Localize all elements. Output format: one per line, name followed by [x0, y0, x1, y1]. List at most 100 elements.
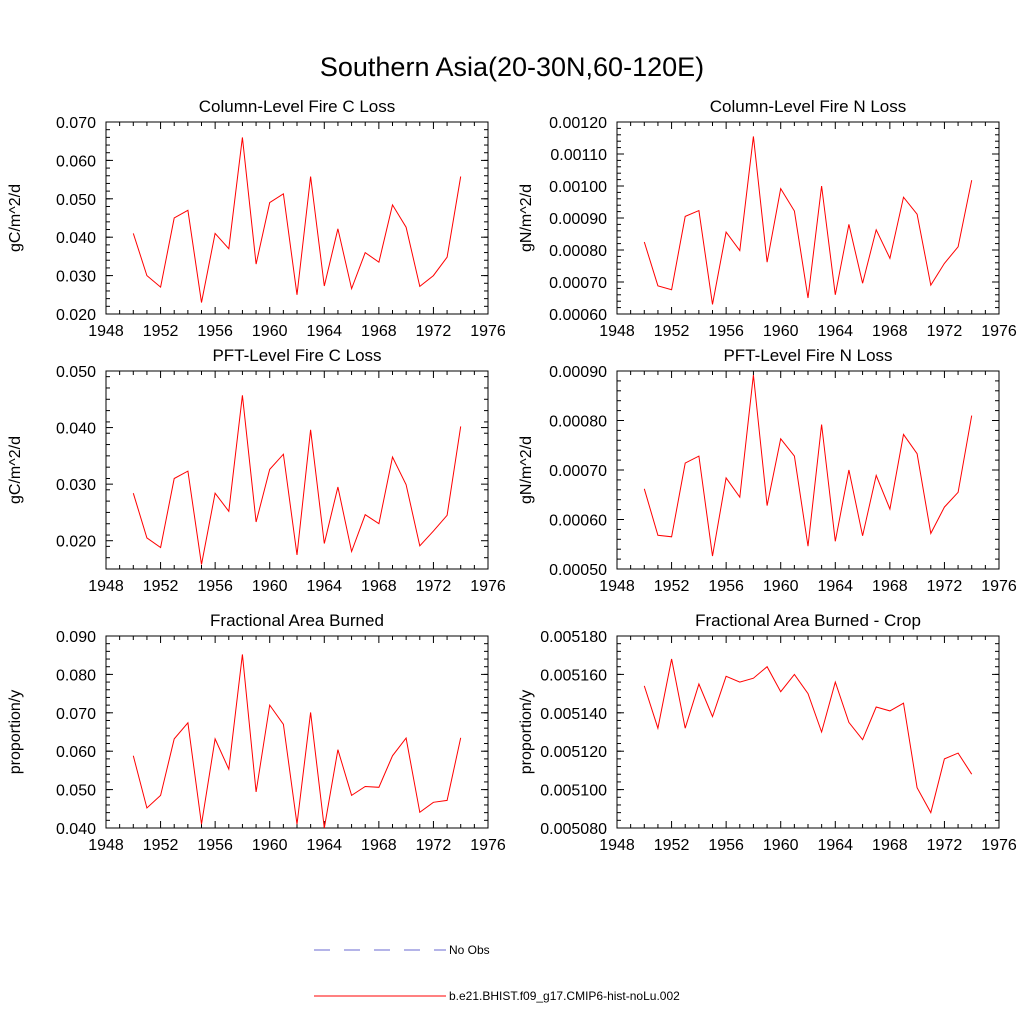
x-tick-label: 1976	[981, 323, 1017, 340]
y-tick-label: 0.005100	[540, 783, 607, 800]
x-tick-label: 1952	[654, 837, 690, 854]
y-tick-label: 0.030	[56, 269, 96, 286]
x-tick-label: 1964	[306, 578, 342, 595]
y-tick-label: 0.050	[56, 783, 96, 800]
series-line-0	[132, 654, 462, 829]
plot-frame	[105, 121, 489, 315]
x-tick-label: 1960	[763, 578, 799, 595]
y-tick-label: 0.070	[56, 115, 96, 132]
y-tick-label: 0.00070	[549, 275, 607, 292]
y-tick-label: 0.040	[56, 821, 96, 838]
x-tick-label: 1976	[470, 323, 506, 340]
chart-panel-0: 1948 1952 1956 1960 1964 1968 1972 1976 0.020 0.0…	[7, 97, 506, 340]
x-tick-label: 1952	[143, 323, 179, 340]
x-tick-label: 1948	[88, 837, 124, 854]
y-tick-label: 0.00120	[549, 115, 607, 132]
y-tick-label: 0.090	[56, 629, 96, 646]
y-tick-label: 0.060	[56, 153, 96, 170]
y-axis-label: proportion/y	[518, 690, 535, 775]
x-tick-label: 1972	[416, 578, 452, 595]
x-tick-label: 1964	[817, 578, 853, 595]
x-tick-label: 1964	[817, 323, 853, 340]
x-tick-label: 1960	[252, 578, 288, 595]
chart-panel-1: 1948 1952 1956 1960 1964 1968 1972 1976 0.00060 0…	[518, 97, 1017, 340]
x-tick-label: 1960	[252, 323, 288, 340]
y-axis-label: proportion/y	[7, 690, 24, 775]
x-tick-label: 1948	[88, 578, 124, 595]
legend-label-model: b.e21.BHIST.f09_g17.CMIP6-hist-noLu.002	[449, 989, 680, 1003]
x-tick-label: 1968	[872, 837, 908, 854]
x-tick-label: 1960	[763, 837, 799, 854]
x-tick-label: 1968	[361, 578, 397, 595]
legend-label-no-obs: No Obs	[449, 943, 490, 957]
x-tick-label: 1948	[88, 323, 124, 340]
panel-title: Column-Level Fire C Loss	[199, 97, 396, 116]
chart-panel-5: 1948 1952 1956 1960 1964 1968 1972 1976 0.005080…	[518, 611, 1017, 854]
y-tick-label: 0.005160	[540, 667, 607, 684]
figure-title: Southern Asia(20-30N,60-120E)	[320, 52, 704, 82]
y-tick-label: 0.00070	[549, 463, 607, 480]
plot-frame	[616, 635, 1000, 829]
series-line-0	[643, 658, 973, 814]
x-tick-label: 1956	[708, 837, 744, 854]
x-tick-label: 1964	[306, 837, 342, 854]
y-tick-label: 0.00100	[549, 179, 607, 196]
x-tick-label: 1976	[981, 578, 1017, 595]
x-tick-label: 1948	[599, 837, 635, 854]
x-tick-label: 1952	[143, 837, 179, 854]
y-tick-label: 0.080	[56, 667, 96, 684]
panel-title: PFT-Level Fire C Loss	[212, 346, 381, 365]
x-tick-label: 1964	[306, 323, 342, 340]
panel-title: Fractional Area Burned	[210, 611, 384, 630]
x-tick-label: 1956	[197, 578, 233, 595]
legend: No Obs b.e21.BHIST.f09_g17.CMIP6-hist-no…	[314, 943, 680, 1003]
panel-title: Fractional Area Burned - Crop	[695, 611, 921, 630]
x-tick-label: 1976	[470, 578, 506, 595]
x-tick-label: 1948	[599, 323, 635, 340]
x-tick-label: 1968	[361, 323, 397, 340]
y-axis-label: gN/m^2/d	[518, 184, 535, 252]
x-tick-label: 1956	[197, 837, 233, 854]
series-line-0	[132, 395, 462, 565]
x-tick-label: 1968	[872, 323, 908, 340]
y-tick-label: 0.005120	[540, 744, 607, 761]
y-tick-label: 0.00090	[549, 211, 607, 228]
y-tick-label: 0.060	[56, 744, 96, 761]
y-axis-label: gC/m^2/d	[7, 436, 24, 504]
x-tick-label: 1960	[252, 837, 288, 854]
x-tick-label: 1964	[817, 837, 853, 854]
y-tick-label: 0.00080	[549, 243, 607, 260]
x-tick-label: 1972	[927, 837, 963, 854]
x-tick-label: 1976	[981, 837, 1017, 854]
x-tick-label: 1968	[872, 578, 908, 595]
y-tick-label: 0.050	[56, 364, 96, 381]
y-tick-label: 0.00090	[549, 364, 607, 381]
panels-group: 1948 1952 1956 1960 1964 1968 1972 1976 0.020 0.0…	[7, 97, 1017, 854]
y-tick-label: 0.00080	[549, 414, 607, 431]
y-tick-label: 0.00050	[549, 562, 607, 579]
x-tick-label: 1972	[927, 323, 963, 340]
series-line-0	[643, 374, 973, 557]
y-axis-label: gN/m^2/d	[518, 436, 535, 504]
x-tick-label: 1976	[470, 837, 506, 854]
y-tick-label: 0.00060	[549, 513, 607, 530]
plot-frame	[616, 121, 1000, 315]
y-tick-label: 0.040	[56, 230, 96, 247]
x-tick-label: 1972	[416, 837, 452, 854]
x-tick-label: 1956	[197, 323, 233, 340]
series-line-0	[132, 137, 462, 303]
x-tick-label: 1952	[654, 323, 690, 340]
x-tick-label: 1952	[654, 578, 690, 595]
y-tick-label: 0.005080	[540, 821, 607, 838]
x-tick-label: 1972	[927, 578, 963, 595]
y-tick-label: 0.00110	[550, 147, 607, 164]
y-tick-label: 0.020	[56, 534, 96, 551]
y-axis-label: gC/m^2/d	[7, 184, 24, 252]
x-tick-label: 1960	[763, 323, 799, 340]
chart-panel-3: 1948 1952 1956 1960 1964 1968 1972 1976 0.00050 0…	[518, 346, 1017, 595]
chart-panel-4: 1948 1952 1956 1960 1964 1968 1972 1976 0.040 0.0…	[7, 611, 506, 854]
series-line-0	[643, 136, 973, 305]
y-tick-label: 0.005180	[540, 629, 607, 646]
y-tick-label: 0.050	[56, 192, 96, 209]
